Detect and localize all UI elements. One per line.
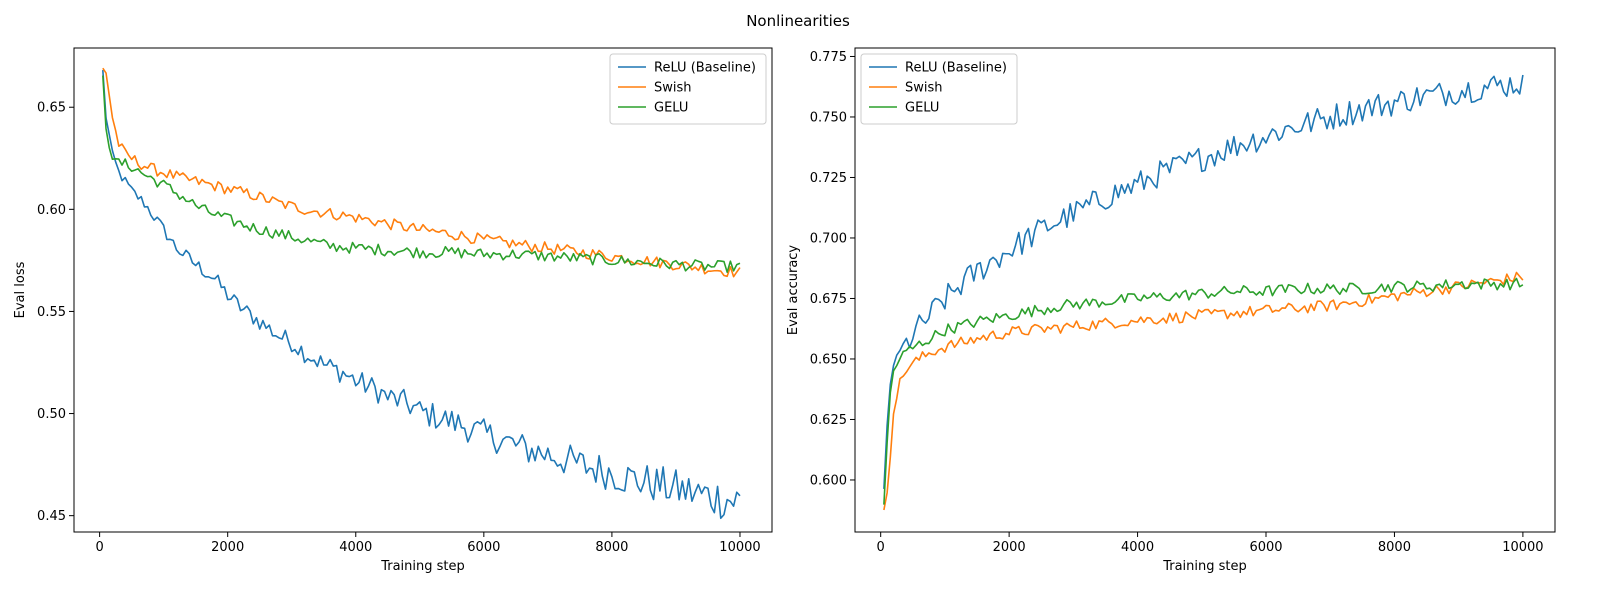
loss-legend-entry: ReLU (Baseline): [654, 61, 756, 76]
accuracy-series-relu-baseline: [883, 74, 1524, 489]
accuracy-x-tick-label: 4000: [1121, 540, 1154, 555]
loss-chart: 0 2000 4000 6000 8000 10000 0.45 0.50 0.55 0.60 0.…: [13, 47, 773, 574]
loss-x-tick-label: 0: [95, 540, 103, 555]
loss-x-tick-label: 10000: [719, 540, 760, 555]
loss-y-tick-label: 0.65: [37, 101, 66, 116]
loss-legend-entry: GELU: [654, 101, 688, 116]
loss-y-tick-label: 0.55: [37, 305, 66, 320]
accuracy-y-tick-label: 0.675: [810, 292, 847, 307]
loss-series-lines: [102, 67, 741, 520]
loss-x-tick-label: 4000: [339, 540, 372, 555]
loss-axes-frame: [73, 47, 773, 533]
loss-x-tick-label: 8000: [595, 540, 628, 555]
accuracy-series-gelu: [883, 277, 1524, 505]
accuracy-y-axis-label: Eval accuracy: [786, 245, 801, 336]
loss-legend: ReLU (Baseline) Swish GELU: [609, 53, 767, 125]
accuracy-x-axis-label: Training step: [1162, 559, 1247, 574]
loss-x-axis-label: Training step: [380, 559, 465, 574]
loss-legend-entry: Swish: [654, 81, 692, 96]
accuracy-series-swish: [883, 271, 1524, 511]
loss-x-tick-label: 6000: [467, 540, 500, 555]
loss-y-tick-label: 0.60: [37, 203, 66, 218]
accuracy-y-tick-label: 0.600: [810, 473, 847, 488]
accuracy-legend-entry: GELU: [905, 101, 939, 116]
figure-title: Nonlinearities: [746, 12, 850, 30]
loss-y-axis-label: Eval loss: [13, 261, 28, 318]
accuracy-y-tick-label: 0.750: [810, 110, 847, 125]
accuracy-legend-box: [860, 53, 1018, 125]
accuracy-x-tick-label: 2000: [993, 540, 1026, 555]
loss-series-relu-baseline: [102, 69, 741, 520]
accuracy-y-tick-label: 0.775: [810, 50, 847, 65]
accuracy-x-tick-label: 6000: [1249, 540, 1282, 555]
accuracy-plot-area: [855, 48, 1555, 532]
accuracy-legend: ReLU (Baseline) Swish GELU: [860, 53, 1018, 125]
accuracy-axes-frame: [854, 47, 1556, 533]
loss-x-tick-label: 2000: [211, 540, 244, 555]
accuracy-y-tick-label: 0.725: [810, 171, 847, 186]
accuracy-series-lines: [883, 74, 1524, 511]
accuracy-chart: 0 2000 4000 6000 8000 10000 0.600 0.625 0.650 0.6…: [786, 47, 1556, 574]
accuracy-y-tick-label: 0.650: [810, 352, 847, 367]
accuracy-x-tick-label: 0: [877, 540, 885, 555]
accuracy-x-tick-label: 8000: [1378, 540, 1411, 555]
loss-plot-area: [74, 48, 772, 532]
accuracy-legend-entry: ReLU (Baseline): [905, 61, 1007, 76]
loss-y-tick-label: 0.45: [37, 509, 66, 524]
accuracy-y-tick-label: 0.700: [810, 231, 847, 246]
accuracy-legend-entry: Swish: [905, 81, 943, 96]
accuracy-y-tick-label: 0.625: [810, 413, 847, 428]
loss-legend-box: [609, 53, 767, 125]
loss-series-gelu: [102, 75, 741, 273]
accuracy-x-tick-label: 10000: [1502, 540, 1543, 555]
loss-series-swish: [102, 67, 741, 278]
loss-y-tick-label: 0.50: [37, 407, 66, 422]
